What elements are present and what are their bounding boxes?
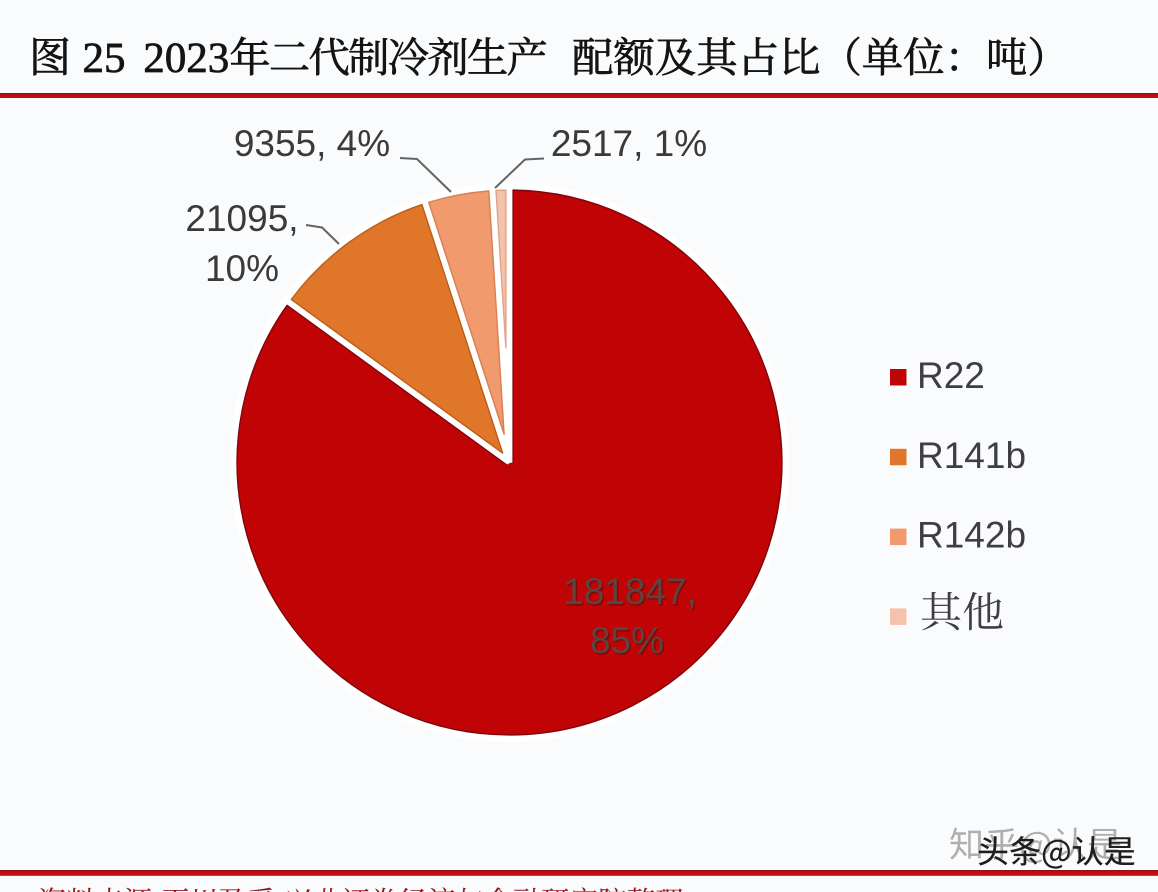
svg-text:181847,: 181847,: [565, 573, 699, 614]
svg-text:R22: R22: [917, 355, 985, 396]
svg-text:10%: 10%: [205, 248, 279, 289]
svg-text:21095,: 21095,: [185, 198, 298, 239]
svg-text:R141b: R141b: [917, 435, 1026, 476]
svg-text:9355, 4%: 9355, 4%: [234, 123, 390, 164]
svg-text:181847,: 181847,: [563, 571, 697, 612]
svg-text:2517, 1%: 2517, 1%: [551, 123, 707, 164]
svg-text:85%: 85%: [591, 622, 665, 663]
svg-text:R142b: R142b: [917, 515, 1026, 556]
svg-text:85%: 85%: [590, 620, 664, 661]
